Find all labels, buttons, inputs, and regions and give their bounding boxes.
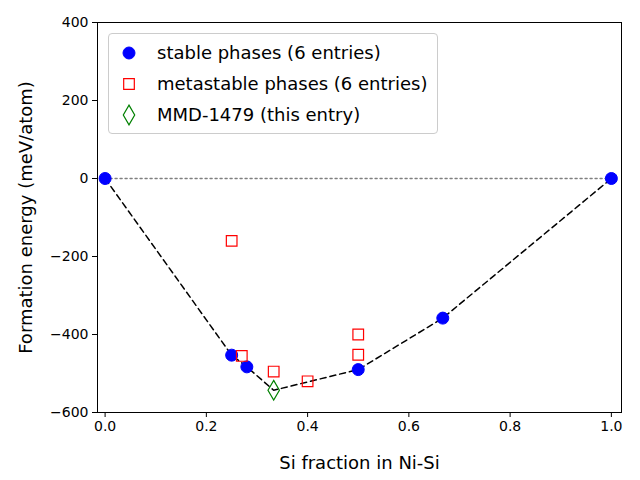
svg-text:0.6: 0.6 — [398, 418, 420, 434]
html-text:MMD-1479 (this entry): MMD-1479 (this entry) — [157, 104, 361, 125]
svg-text:0.0: 0.0 — [94, 418, 116, 434]
svg-text:Formation energy (meV/atom): Formation energy (meV/atom) — [15, 81, 36, 354]
svg-text:−600: −600 — [50, 404, 88, 420]
svg-text:400: 400 — [62, 14, 89, 30]
svg-text:0.2: 0.2 — [195, 418, 217, 434]
svg-text:200: 200 — [62, 92, 89, 108]
html-text:metastable phases (6 entries): metastable phases (6 entries) — [157, 73, 428, 94]
svg-text:Si fraction in Ni-Si: Si fraction in Ni-Si — [279, 452, 440, 473]
svg-text:0.8: 0.8 — [499, 418, 521, 434]
svg-text:0: 0 — [80, 170, 89, 186]
svg-text:0.4: 0.4 — [296, 418, 318, 434]
svg-text:−400: −400 — [50, 326, 88, 342]
svg-text:1.0: 1.0 — [600, 418, 622, 434]
svg-text:−200: −200 — [50, 248, 88, 264]
html-text:stable phases (6 entries): stable phases (6 entries) — [157, 42, 381, 63]
